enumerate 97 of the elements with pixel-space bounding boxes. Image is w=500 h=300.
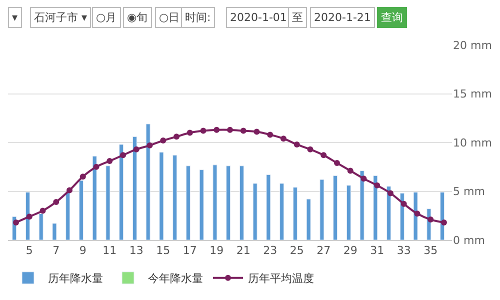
bar xyxy=(373,175,378,240)
point xyxy=(440,219,447,226)
bar xyxy=(172,154,178,240)
point xyxy=(294,141,300,148)
point xyxy=(400,200,407,207)
x-tick-label: 13 xyxy=(129,244,144,258)
point xyxy=(334,160,340,166)
bar xyxy=(66,192,70,240)
x-tick-label: 29 xyxy=(343,244,358,258)
text: 2020-1-21 xyxy=(314,11,371,24)
point xyxy=(80,174,86,180)
bar xyxy=(306,198,311,240)
bar xyxy=(186,166,190,240)
x-tick-label: 23 xyxy=(263,244,278,258)
point xyxy=(214,126,220,133)
y-tick-label: 10 mm xyxy=(453,136,492,150)
bar xyxy=(320,179,324,240)
point xyxy=(414,210,420,217)
point xyxy=(267,132,274,138)
bar xyxy=(106,166,110,240)
point xyxy=(186,130,193,136)
text: 查询 xyxy=(381,11,403,24)
point xyxy=(26,214,32,220)
bar xyxy=(386,186,392,240)
bar xyxy=(292,187,298,240)
legend-label: 今年降水量 xyxy=(148,272,203,286)
x-tick-label: 5 xyxy=(26,244,33,258)
text: 2020-1-01 xyxy=(230,11,287,24)
point xyxy=(200,128,206,134)
text: 至 xyxy=(292,11,303,24)
point xyxy=(280,136,286,142)
x-tick-label: 27 xyxy=(316,244,331,258)
bar xyxy=(346,185,351,240)
y-tick-label: 20 mm xyxy=(453,38,492,52)
bar xyxy=(280,183,284,240)
point xyxy=(174,134,180,140)
point xyxy=(93,164,100,170)
bar xyxy=(252,183,258,240)
x-tick-label: 31 xyxy=(370,244,384,258)
bar xyxy=(239,166,244,240)
x-tick-label: 17 xyxy=(182,244,197,258)
point xyxy=(227,126,233,133)
bar xyxy=(413,192,418,240)
bar xyxy=(52,223,57,240)
bar xyxy=(266,174,271,240)
point xyxy=(106,158,113,164)
point xyxy=(160,138,166,144)
bar xyxy=(92,156,97,240)
x-tick-label: 11 xyxy=(102,244,117,258)
y-tick-label: 5 mm xyxy=(453,185,485,198)
text: ◉旬 xyxy=(127,11,148,24)
text: ○日 xyxy=(159,11,180,24)
x-tick-label: 19 xyxy=(210,244,224,258)
point xyxy=(428,216,434,223)
text: 时间: xyxy=(185,11,211,24)
bar xyxy=(199,170,204,240)
bar xyxy=(132,136,137,240)
bar xyxy=(226,166,231,240)
bar xyxy=(78,180,84,240)
point xyxy=(120,152,126,158)
bar xyxy=(212,164,218,240)
point xyxy=(13,219,20,226)
bar xyxy=(440,192,445,240)
point xyxy=(320,152,327,158)
point xyxy=(133,146,140,152)
bar xyxy=(333,175,338,240)
text: ○月 xyxy=(96,11,117,24)
bar xyxy=(159,152,164,240)
bar xyxy=(360,170,364,240)
point xyxy=(387,190,394,196)
x-tick-label: 7 xyxy=(52,244,60,258)
bar xyxy=(146,124,150,240)
point xyxy=(53,198,60,205)
x-tick-label: 9 xyxy=(79,244,86,258)
legend-label: 历年降水量 xyxy=(48,272,103,286)
bar xyxy=(38,213,44,240)
x-tick-label: 35 xyxy=(424,244,438,258)
text: 石河子市 ▾ xyxy=(34,11,88,24)
text: ▾ xyxy=(12,11,18,24)
point xyxy=(374,182,380,188)
bar xyxy=(25,192,30,240)
point xyxy=(240,128,246,134)
x-tick-label: 21 xyxy=(236,244,250,258)
x-tick-label: 25 xyxy=(290,244,304,258)
point xyxy=(347,168,354,174)
point xyxy=(307,146,314,152)
point xyxy=(146,142,153,148)
point xyxy=(360,176,367,182)
bar xyxy=(119,144,124,240)
x-tick-label: 15 xyxy=(156,244,170,258)
point xyxy=(40,208,46,214)
point xyxy=(254,128,260,135)
y-tick-label: 0 mm xyxy=(453,234,485,247)
y-tick-label: 15 mm xyxy=(453,88,492,101)
point xyxy=(66,187,73,194)
legend-label: 历年平均温度 xyxy=(248,272,314,286)
x-tick-label: 33 xyxy=(396,244,411,258)
